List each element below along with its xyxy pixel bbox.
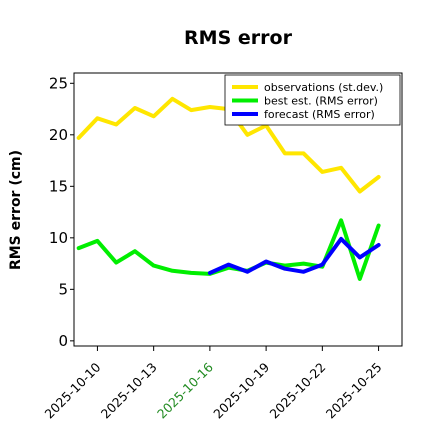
x-tick-label: 2025-10-22	[266, 360, 328, 422]
x-tick-label: 2025-10-13	[98, 360, 160, 422]
chart-title: RMS error	[184, 27, 293, 49]
y-axis: 0 5 10 15 20 25	[49, 74, 74, 350]
y-tick-label: 5	[58, 280, 68, 298]
x-tick-label: 2025-10-19	[210, 359, 272, 421]
x-tick-label: 2025-10-16	[154, 359, 216, 421]
x-tick-label: 2025-10-25	[323, 360, 385, 422]
legend-label: best est. (RMS error)	[264, 95, 378, 108]
x-axis: 2025-10-102025-10-132025-10-162025-10-19…	[42, 346, 385, 421]
y-tick-label: 20	[49, 126, 68, 144]
y-tick-label: 0	[58, 332, 68, 350]
y-tick-label: 10	[49, 229, 68, 247]
y-tick-label: 15	[49, 177, 68, 195]
y-tick-label: 25	[49, 74, 68, 92]
plot-series	[76, 96, 381, 281]
legend-label: observations (st.dev.)	[264, 81, 383, 94]
plot-frame	[73, 72, 403, 347]
legend-label: forecast (RMS error)	[264, 108, 375, 121]
series-line-2	[76, 218, 381, 281]
x-tick-label: 2025-10-10	[42, 359, 104, 421]
legend: observations (st.dev.)best est. (RMS err…	[224, 74, 401, 126]
series-line-3	[207, 236, 381, 275]
y-axis-label: RMS error (cm)	[8, 150, 24, 270]
